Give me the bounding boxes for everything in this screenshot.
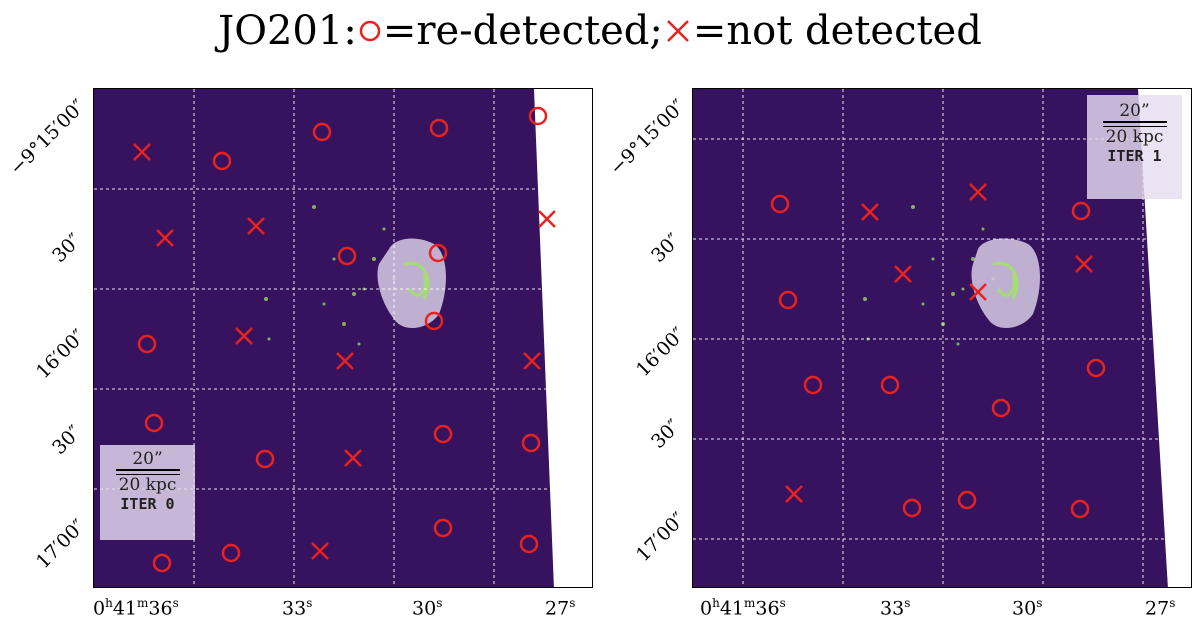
title-circle-text: =re-detected;	[382, 8, 663, 54]
x-tick-label: 0h41m36s	[700, 596, 786, 620]
scale-kpc-label: 20 kpc	[1105, 127, 1164, 147]
cross-marker-icon	[667, 20, 689, 42]
figure-title: JO201: =re-detected; =not detected	[0, 0, 1200, 60]
y-tick-label: 16′00″	[31, 325, 90, 384]
x-tick-label: 33s	[880, 596, 911, 620]
y-tick-label: 17′00″	[31, 515, 90, 574]
scale-box: 20” 20 kpc ITER 1	[1087, 95, 1182, 199]
scale-arcsec-label: 20”	[132, 449, 163, 469]
y-tick-label: 30″	[48, 229, 86, 267]
scale-arcsec-label: 20”	[1119, 101, 1150, 121]
not-detected-markers	[133, 143, 556, 560]
no-coverage-region	[534, 89, 592, 587]
image-panel-iter1: 20” 20 kpc ITER 1	[692, 88, 1192, 588]
image-field	[94, 89, 592, 587]
y-tick-label: 16′00″	[631, 323, 690, 382]
y-tick-label: 17′00″	[631, 508, 690, 567]
emission-knots	[863, 205, 995, 346]
x-tick-label: 30s	[412, 596, 443, 620]
x-tick-label: 27s	[1145, 596, 1176, 620]
emission-knots	[264, 205, 396, 346]
x-tick-label: 33s	[282, 596, 313, 620]
galaxy-mask	[377, 238, 446, 329]
no-coverage-region	[1138, 89, 1191, 587]
y-tick-label: 30″	[48, 421, 86, 459]
y-tick-label: −9°15′00″	[5, 95, 90, 180]
image-panel-iter0: 20” 20 kpc ITER 0	[93, 88, 593, 588]
y-tick-label: 30″	[647, 229, 685, 267]
redetected-markers	[770, 194, 1106, 519]
iter-label: ITER 1	[1107, 147, 1162, 165]
not-detected-markers	[785, 183, 1093, 503]
iter-label: ITER 0	[120, 495, 175, 513]
y-tick-label: 30″	[647, 415, 685, 453]
title-prefix: JO201:	[218, 8, 357, 54]
x-tick-label: 0h41m36s	[93, 596, 179, 620]
y-tick-label: −9°15′00″	[605, 95, 690, 180]
scale-box: 20” 20 kpc ITER 0	[100, 445, 195, 540]
redetected-markers	[137, 106, 548, 573]
galaxy-mask	[971, 238, 1040, 329]
scale-kpc-label: 20 kpc	[118, 475, 177, 495]
title-cross-text: =not detected	[692, 8, 982, 54]
image-field	[693, 89, 1191, 587]
scale-bar	[1102, 121, 1167, 127]
scale-bar	[115, 469, 180, 475]
x-tick-label: 27s	[545, 596, 576, 620]
circle-marker-icon	[359, 20, 381, 42]
x-tick-label: 30s	[1012, 596, 1043, 620]
